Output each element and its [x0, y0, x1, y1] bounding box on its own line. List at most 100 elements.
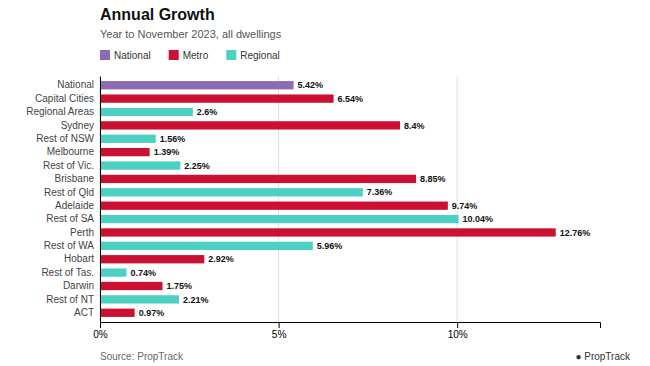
legend-label: Metro: [183, 50, 209, 61]
bar: [100, 268, 126, 276]
x-tick-label: 5%: [272, 329, 287, 340]
x-axis: 0% 5% 10%: [93, 322, 600, 340]
legend-swatch: [226, 50, 236, 60]
bar: [100, 135, 156, 143]
y-tick-label: Capital Cities: [35, 93, 94, 104]
y-axis: National Capital Cities Regional Areas Sydn…: [26, 77, 100, 323]
bar: [100, 215, 459, 223]
y-tick-label: Melbourne: [47, 146, 95, 157]
y-tick-label: ACT: [74, 307, 94, 318]
data-label: 12.76%: [560, 228, 591, 238]
bar: [100, 309, 135, 317]
y-tick-label: National: [57, 79, 94, 90]
data-label: 1.75%: [167, 281, 193, 291]
source: Source: PropTrack: [100, 351, 184, 362]
grid: [100, 76, 457, 322]
data-label: 1.39%: [154, 147, 180, 157]
y-tick: Rest of SA: [46, 213, 100, 224]
y-tick-label: Rest of Vic.: [43, 160, 94, 171]
y-tick-label: Rest of SA: [46, 213, 94, 224]
x-axis-line: [101, 323, 601, 329]
y-tick: Perth: [70, 227, 100, 238]
y-tick-label: Rest of Tas.: [41, 267, 94, 278]
bar: [100, 81, 294, 89]
data-label: 0.74%: [130, 268, 156, 278]
y-tick: Brisbane: [55, 173, 100, 184]
y-tick-label: Sydney: [61, 120, 94, 131]
data-label: 0.97%: [139, 308, 165, 318]
bar: [100, 282, 163, 290]
legend-swatch: [100, 50, 110, 60]
bars: [100, 81, 556, 317]
y-tick: Regional Areas: [26, 106, 100, 117]
bar: [100, 188, 363, 196]
y-tick-label: Perth: [70, 227, 94, 238]
bar: [100, 148, 150, 156]
y-tick-label: Adelaide: [55, 200, 94, 211]
grid-line: [457, 76, 458, 322]
data-label: 2.25%: [184, 161, 210, 171]
bar: [100, 228, 556, 236]
y-axis-line: [100, 77, 101, 323]
y-tick: Rest of Vic.: [43, 160, 100, 171]
chart: Annual Growth Year to November 2023, all …: [0, 0, 650, 366]
y-tick: Adelaide: [55, 200, 100, 211]
x-tick-label: 10%: [448, 329, 468, 340]
data-label: 2.21%: [183, 295, 209, 305]
bar: [100, 255, 204, 263]
y-tick-label: Regional Areas: [26, 106, 94, 117]
y-tick: Hobart: [64, 253, 100, 264]
data-label: 2.6%: [197, 107, 218, 117]
legend-swatch: [169, 50, 179, 60]
data-label: 10.04%: [463, 214, 494, 224]
bar: [100, 94, 334, 102]
bar: [100, 295, 179, 303]
data-label: 6.54%: [338, 94, 364, 104]
annotation: ● PropTrack: [575, 351, 631, 362]
x-tick-label: 0%: [93, 329, 108, 340]
data-label: 8.4%: [404, 121, 425, 131]
y-tick: Rest of Qld: [44, 187, 100, 198]
x-tick: 10%: [448, 322, 468, 340]
y-tick: Sydney: [61, 120, 100, 131]
y-tick-label: Rest of Qld: [44, 187, 94, 198]
x-tick: 0%: [93, 322, 108, 340]
x-tick-mark: [279, 322, 280, 328]
subtitle: Year to November 2023, all dwellings: [100, 28, 282, 40]
title: Annual Growth: [100, 6, 215, 23]
data-label: 5.42%: [298, 80, 324, 90]
bar: [100, 108, 193, 116]
data-label: 5.96%: [317, 241, 343, 251]
grid-line: [100, 76, 101, 322]
y-tick: Rest of Tas.: [41, 267, 100, 278]
y-tick-label: Rest of NSW: [36, 133, 94, 144]
data-label: 2.92%: [208, 254, 234, 264]
bar: [100, 161, 180, 169]
y-tick: Rest of NT: [46, 294, 100, 305]
bar: [100, 175, 416, 183]
data-labels: 5.42%6.54%2.6%8.4%1.56%1.39%2.25%8.85%7.…: [130, 80, 590, 318]
legend: National Metro Regional: [100, 50, 280, 61]
y-tick: Rest of WA: [44, 240, 100, 251]
y-tick: ACT: [74, 307, 100, 318]
y-tick: Darwin: [63, 280, 100, 291]
plot: 5.42%6.54%2.6%8.4%1.56%1.39%2.25%8.85%7.…: [26, 76, 600, 340]
data-label: 8.85%: [420, 174, 446, 184]
y-tick-label: Hobart: [64, 253, 94, 264]
legend-label: Regional: [240, 50, 279, 61]
y-tick: Melbourne: [47, 146, 100, 157]
y-tick: Rest of NSW: [36, 133, 100, 144]
y-tick: Capital Cities: [35, 93, 100, 104]
data-label: 1.56%: [160, 134, 186, 144]
bar: [100, 202, 448, 210]
x-tick-mark: [100, 322, 101, 328]
y-tick-label: Rest of WA: [44, 240, 95, 251]
y-tick: National: [57, 79, 100, 90]
x-tick: 5%: [272, 322, 287, 340]
y-tick-label: Darwin: [63, 280, 94, 291]
bar: [100, 121, 400, 129]
legend-label: National: [114, 50, 151, 61]
y-tick-label: Brisbane: [55, 173, 95, 184]
bar: [100, 242, 313, 250]
data-label: 9.74%: [452, 201, 478, 211]
